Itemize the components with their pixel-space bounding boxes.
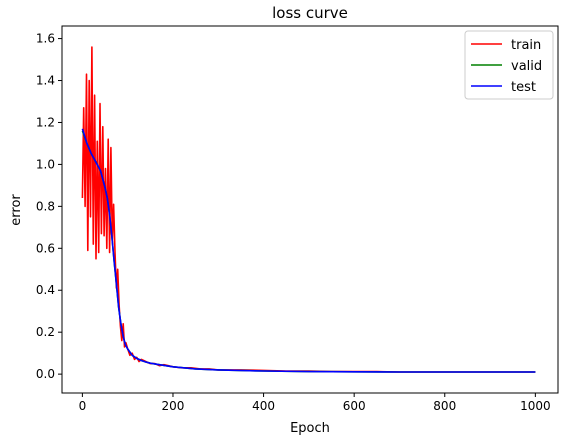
- y-tick-label: 1.6: [36, 32, 55, 46]
- legend: train valid test: [464, 30, 554, 100]
- plot-lines: [81, 46, 536, 373]
- y-tick-label: 1.4: [36, 74, 55, 88]
- series-line-test: [81, 128, 536, 373]
- x-tick-label: 1000: [520, 399, 551, 413]
- plot-area-frame: [61, 25, 559, 394]
- legend-label-valid: valid: [511, 59, 542, 74]
- y-axis-ticks: 0.0 0.2 0.4 0.6 0.8 1.0 1.2 1.4 1.6: [36, 32, 62, 381]
- x-tick-label: 600: [343, 399, 366, 413]
- y-tick-label: 0.0: [36, 367, 55, 381]
- legend-label-test: test: [511, 80, 536, 95]
- y-tick-label: 0.8: [36, 199, 55, 213]
- legend-label-train: train: [511, 38, 541, 53]
- y-axis-label: error: [9, 194, 24, 226]
- x-axis-ticks: 0 200 400 600 800 1000: [79, 393, 551, 413]
- y-tick-label: 0.2: [36, 325, 55, 339]
- x-tick-label: 200: [162, 399, 185, 413]
- series-line-valid: [81, 130, 536, 373]
- legend-box: [464, 30, 554, 100]
- x-tick-label: 800: [433, 399, 456, 413]
- y-tick-label: 1.0: [36, 157, 55, 171]
- x-tick-label: 400: [252, 399, 275, 413]
- y-tick-label: 0.6: [36, 241, 55, 255]
- x-tick-label: 0: [79, 399, 87, 413]
- chart-title: loss curve: [272, 4, 348, 22]
- y-tick-label: 0.4: [36, 283, 55, 297]
- y-tick-label: 1.2: [36, 115, 55, 129]
- x-axis-label: Epoch: [290, 421, 330, 436]
